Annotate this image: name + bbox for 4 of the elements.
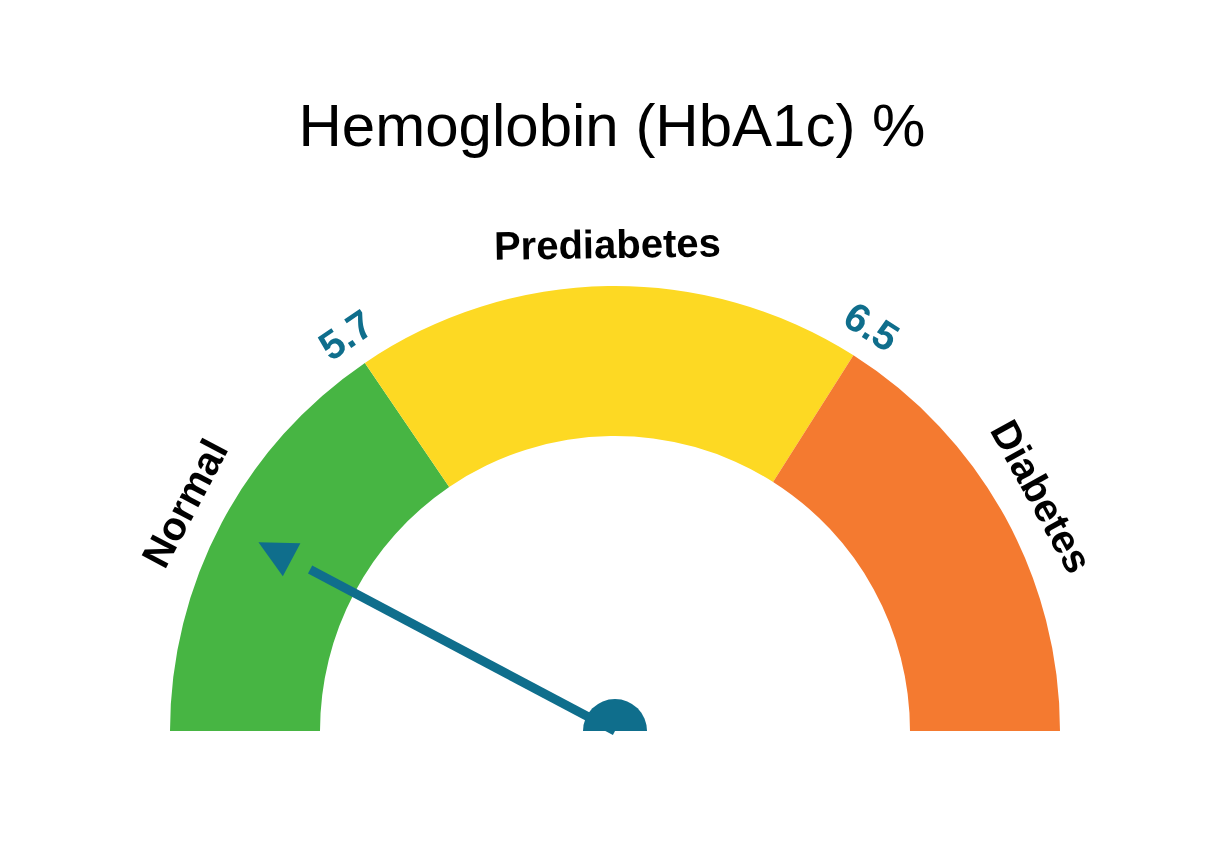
slice-label: Prediabetes <box>493 220 722 268</box>
chart-title: Hemoglobin (HbA1c) % <box>298 92 926 159</box>
text: 5.7 <box>310 301 382 369</box>
text: 6.5 <box>836 293 907 361</box>
